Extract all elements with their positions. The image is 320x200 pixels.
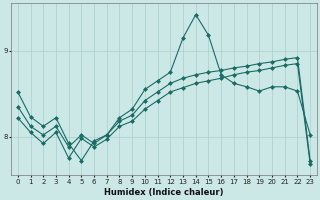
X-axis label: Humidex (Indice chaleur): Humidex (Indice chaleur) bbox=[104, 188, 224, 197]
